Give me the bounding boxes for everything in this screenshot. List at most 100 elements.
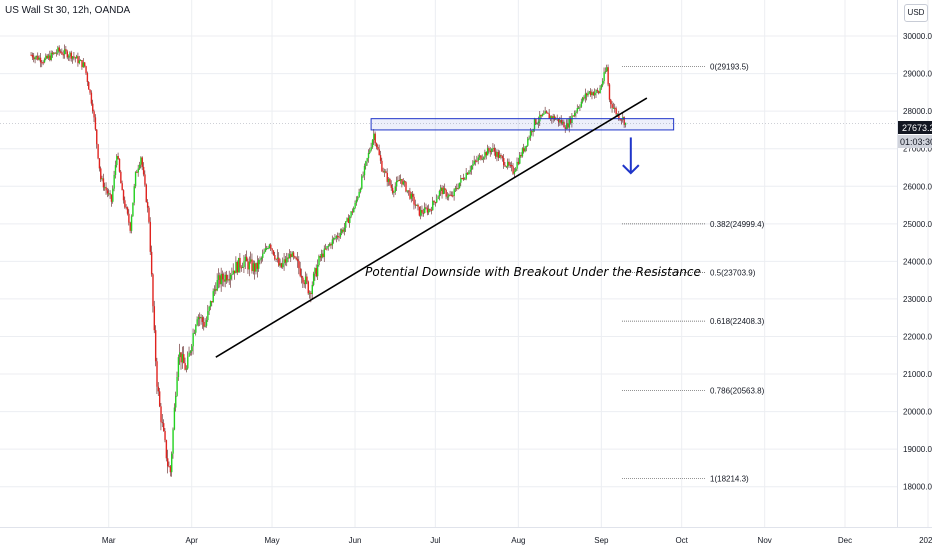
candle-up <box>262 253 264 258</box>
candle-up <box>464 178 466 180</box>
price-tick-label: 21000.0 <box>903 370 932 379</box>
breakdown-arrow[interactable] <box>622 137 640 175</box>
candle-up <box>424 207 426 214</box>
candle-up <box>604 71 607 73</box>
candle-up <box>473 160 475 164</box>
candle-up <box>465 172 467 179</box>
candle-up <box>490 148 493 153</box>
candle-up <box>181 354 184 363</box>
candle-down <box>228 279 230 281</box>
resistance-zone[interactable] <box>370 118 675 131</box>
candle-down <box>199 317 201 319</box>
candle-up <box>477 157 479 161</box>
candle-down <box>49 55 51 61</box>
current-price-tag: 27673.2 <box>898 121 932 134</box>
candle-down <box>615 108 617 115</box>
time-axis[interactable]: Mar Apr May Jun Jul Aug Sep Oct Nov Dec 2021 <box>102 536 932 545</box>
candle-up <box>334 238 336 240</box>
fib-level-label: 0.5(23703.9) <box>710 268 756 277</box>
candle-down <box>607 67 609 85</box>
candle-up <box>436 199 438 203</box>
candle-up <box>113 174 115 189</box>
candle-up <box>496 151 498 157</box>
candle-up <box>268 244 271 248</box>
candle-down <box>149 221 152 252</box>
candle-up <box>612 107 615 109</box>
price-tick-label: 28000.0 <box>903 107 932 116</box>
candle-up <box>339 232 342 237</box>
candle-down <box>84 62 86 67</box>
candle-down <box>247 261 249 270</box>
candle-down <box>94 117 97 130</box>
fib-level-label: 0(29193.5) <box>710 62 749 71</box>
price-tick-label: 24000.0 <box>903 257 932 266</box>
bar-countdown: 01:03:30 <box>900 137 932 147</box>
candle-down <box>619 119 621 121</box>
candle-up <box>197 317 200 320</box>
candle-up <box>561 121 564 124</box>
candle-down <box>168 466 170 468</box>
candle-up <box>267 247 269 249</box>
candle-down <box>145 184 147 203</box>
candle-up <box>252 263 255 272</box>
candle-up <box>529 131 532 138</box>
candle-down <box>86 73 89 82</box>
candle-down <box>401 179 403 185</box>
candle-down <box>245 256 248 262</box>
candle-down <box>142 166 145 175</box>
candle-down <box>272 250 275 256</box>
candle-up <box>492 147 494 149</box>
candle-up <box>584 93 587 99</box>
candle-up <box>575 111 577 114</box>
candle-down <box>162 423 165 432</box>
candle-down <box>480 155 482 160</box>
candle-up <box>133 186 135 203</box>
candle-down <box>74 57 77 59</box>
candle-down <box>433 200 435 203</box>
candle-up <box>138 164 141 169</box>
time-tick-label: Sep <box>594 536 609 545</box>
candlesticks <box>30 44 627 477</box>
time-tick-label: Dec <box>838 536 852 545</box>
candle-up <box>457 187 459 189</box>
candle-down <box>523 148 525 152</box>
candle-up <box>616 114 619 116</box>
ascending-trendline[interactable] <box>215 97 648 358</box>
chart-annotation[interactable]: Potential Downside with Breakout Under t… <box>365 265 701 279</box>
symbol-title[interactable]: US Wall St 30, 12h, OANDA <box>5 5 131 16</box>
candle-down <box>39 57 42 63</box>
candle-down <box>294 256 296 258</box>
candle-down <box>319 256 322 258</box>
candle-up <box>371 140 374 148</box>
candle-up <box>104 187 106 189</box>
candle-down <box>88 81 90 90</box>
candle-down <box>102 178 105 188</box>
candle-down <box>129 222 131 231</box>
candle-down <box>324 248 327 250</box>
candle-down <box>251 259 253 272</box>
candle-up <box>63 49 66 55</box>
candle-down <box>167 458 169 467</box>
candle-down <box>117 156 119 159</box>
candle-up <box>595 90 597 94</box>
candle-down <box>330 243 332 246</box>
candle-up <box>132 202 134 217</box>
candle-down <box>611 104 613 108</box>
candle-up <box>383 171 386 173</box>
candle-down <box>569 118 572 124</box>
candle-up <box>241 266 244 268</box>
candle-up <box>544 111 546 114</box>
candle-up <box>519 155 521 164</box>
candle-down <box>503 158 505 166</box>
candle-up <box>460 178 462 183</box>
price-axis[interactable]: 18000.0 19000.0 20000.0 21000.0 22000.0 23000… <box>903 32 932 492</box>
candle-down <box>124 200 126 208</box>
currency-button[interactable]: USD <box>904 4 928 22</box>
candle-down <box>379 155 382 161</box>
candle-down <box>118 158 121 172</box>
candle-down <box>46 55 48 59</box>
candle-up <box>521 148 524 157</box>
candle-down <box>425 207 427 209</box>
candle-down <box>240 267 243 269</box>
